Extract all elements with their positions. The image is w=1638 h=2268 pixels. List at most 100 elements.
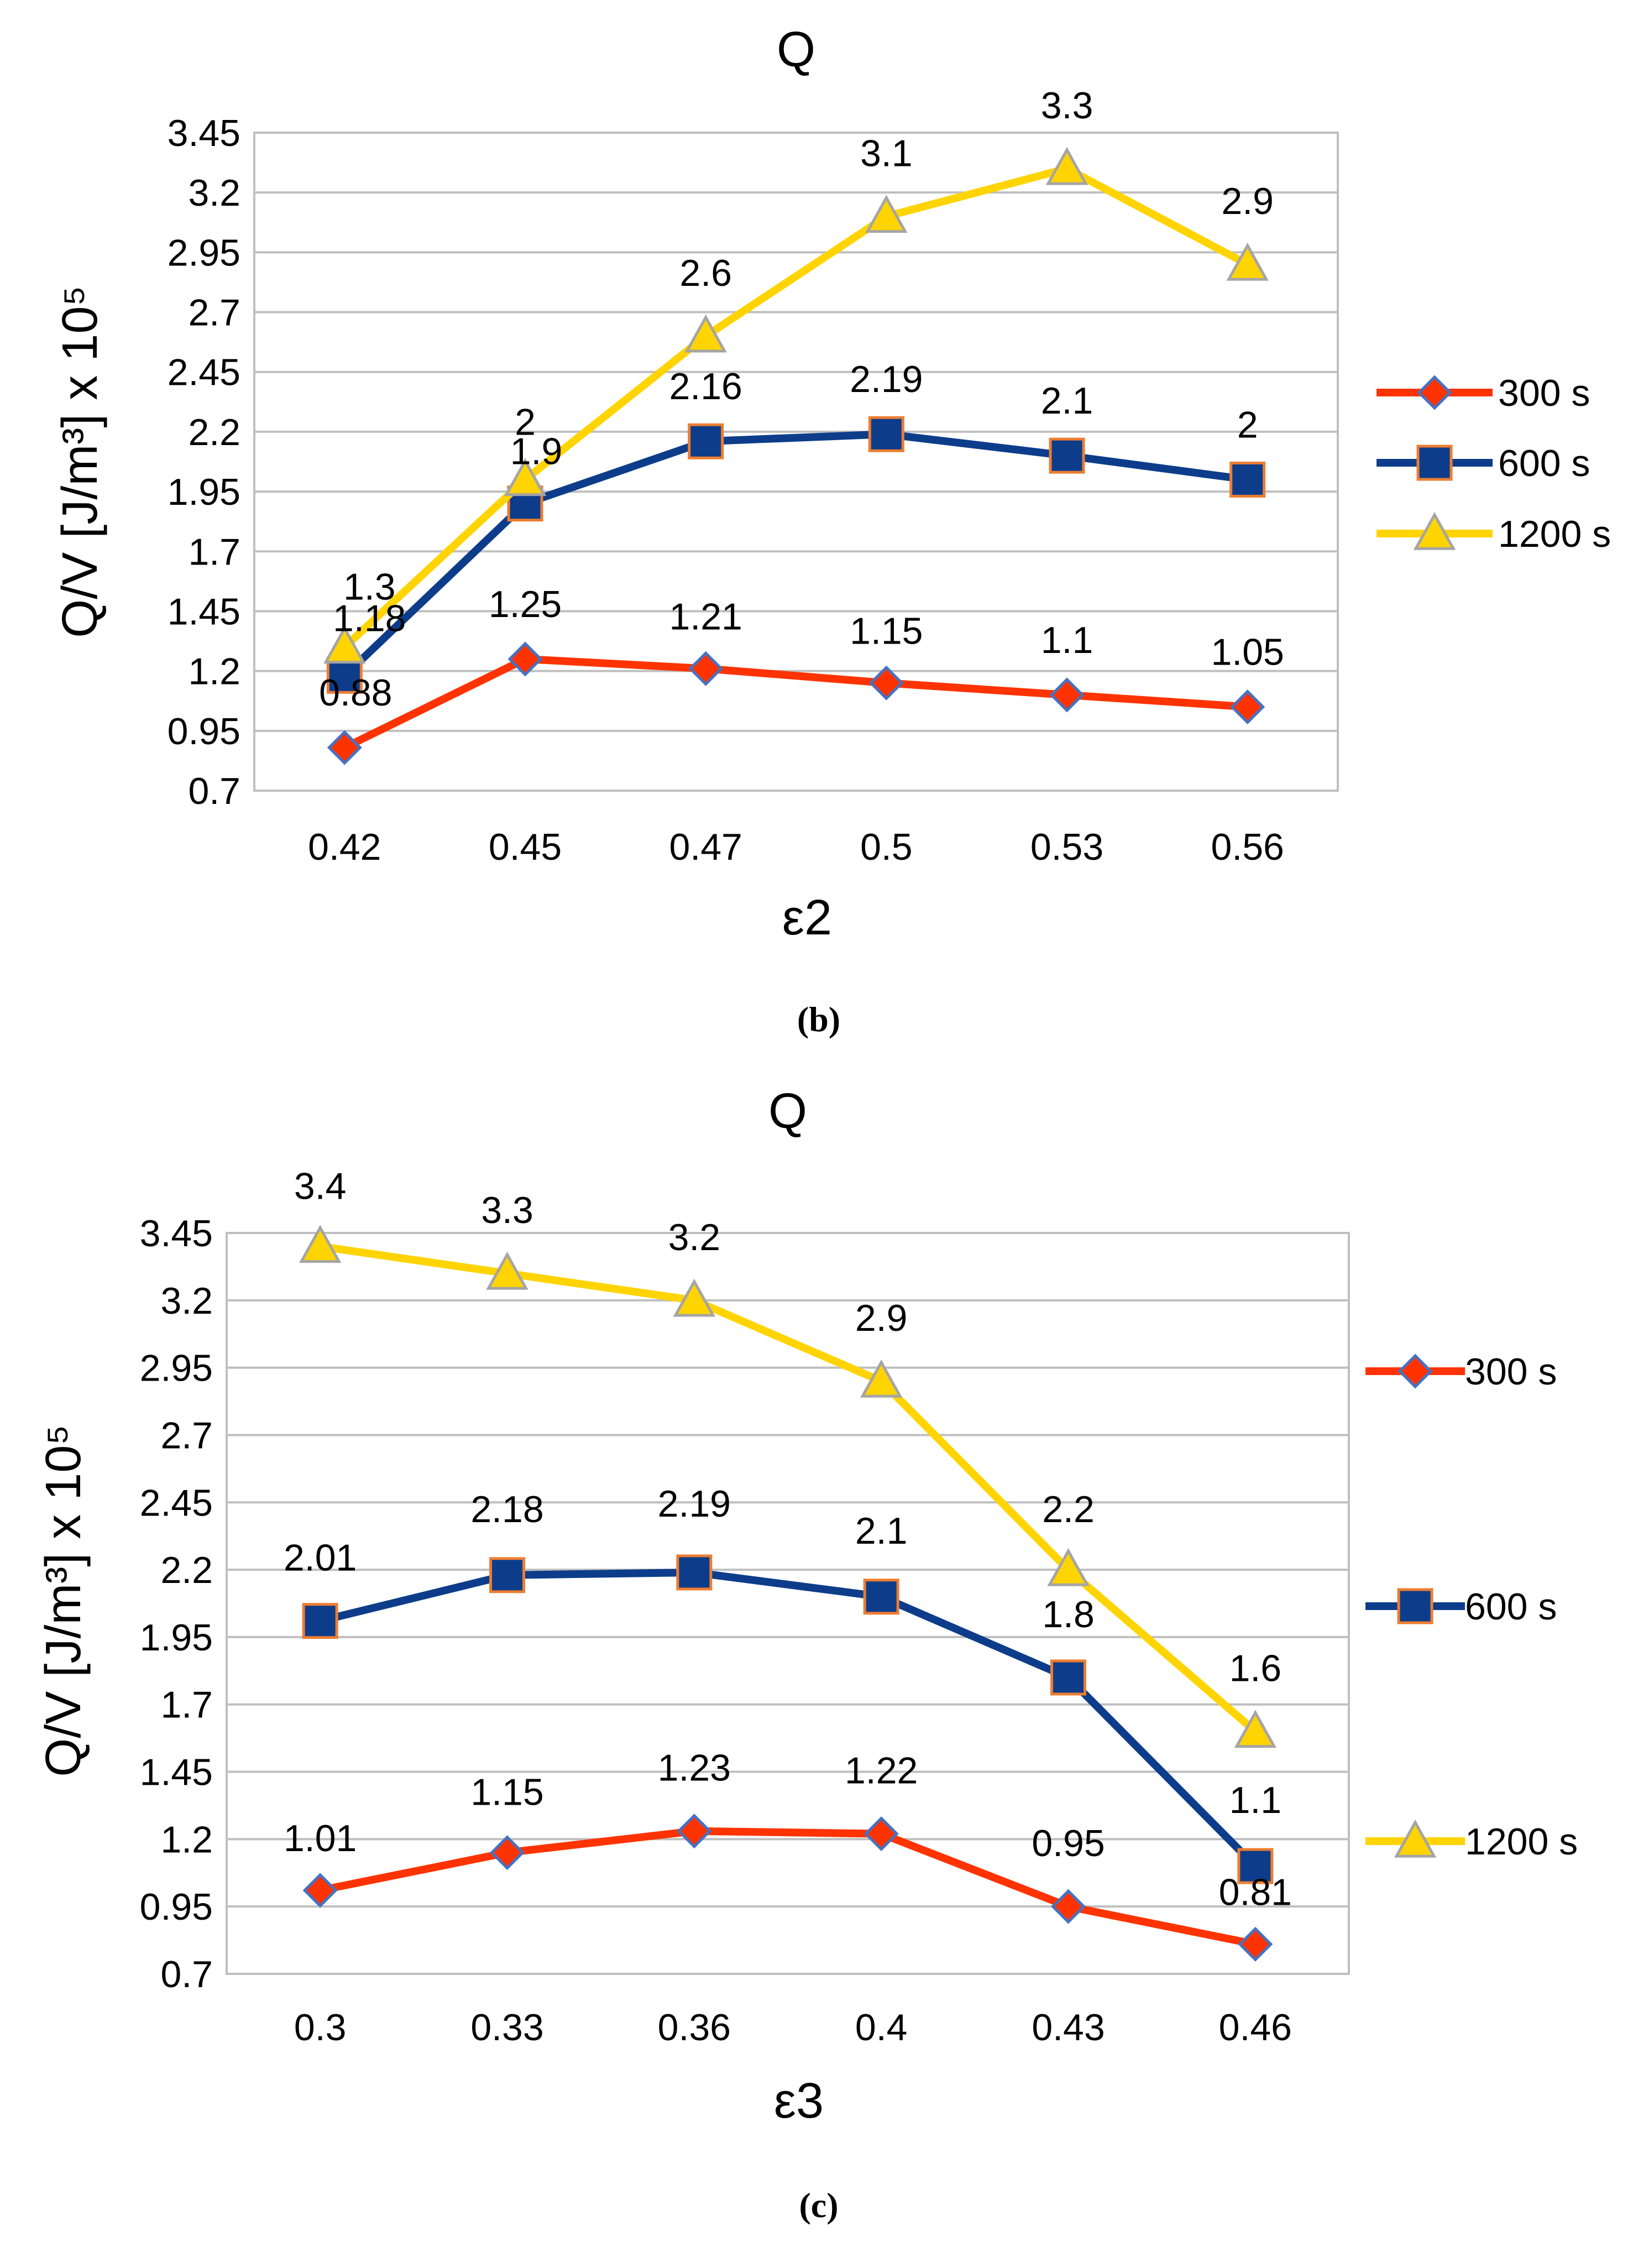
data-label: 2.6 (679, 252, 732, 294)
data-label: 0.95 (1032, 1822, 1105, 1864)
data-point (486, 1251, 528, 1290)
y-axis-title: Q/V [J/m³] x 10⁵ (36, 1424, 91, 1776)
x-tick-label: 0.46 (1219, 2006, 1292, 2048)
data-point (1237, 1848, 1274, 1884)
data-point (688, 423, 724, 459)
data-label: 1.01 (284, 1817, 357, 1859)
data-point (1234, 1710, 1277, 1748)
data-label: 1.05 (1211, 631, 1284, 673)
data-label: 2.1 (855, 1510, 908, 1552)
legend-marker (1398, 1354, 1433, 1389)
chart-panel-c: Q 0.7 0.95 1.2 1.45 1.7 1.95 2.2 2.45 2.7 2.95 3.2 3… (36, 1084, 1578, 2225)
y-tick-label: 3.45 (168, 112, 240, 154)
data-label: 2.16 (669, 365, 742, 407)
legend: 300 s 600 s 1200 s (1377, 372, 1611, 555)
data-point (863, 1579, 899, 1615)
y-tick-label: 2.7 (188, 292, 240, 334)
series-line (342, 430, 1248, 679)
y-tick-label: 1.45 (168, 590, 240, 633)
x-tick-label: 0.33 (470, 2006, 543, 2048)
data-point (326, 657, 363, 694)
chart-title: Q (768, 1084, 807, 1139)
data-label: 2.9 (855, 1297, 908, 1339)
chart-panel-b: Q 0.7 0.95 1.2 1.45 1.7 1.95 2.2 2.45 2.7 2.95 3.2 3… (53, 22, 1611, 1039)
data-label: 2.2 (1042, 1488, 1095, 1530)
data-label: 2.19 (658, 1483, 731, 1525)
data-label: 1.1 (1041, 619, 1093, 661)
plot-frame (253, 132, 1339, 792)
legend-label: 300 s (1498, 372, 1590, 414)
x-axis-title: ε3 (774, 2073, 824, 2129)
data-point (299, 1225, 342, 1263)
data-point (1045, 147, 1088, 185)
data-label: 2.01 (284, 1537, 357, 1579)
legend-label: 300 s (1465, 1351, 1557, 1393)
y-tick-label: 1.45 (140, 1752, 213, 1794)
data-label: 3.1 (860, 132, 913, 174)
series-1200-s (323, 147, 1269, 664)
y-tick-label: 2.95 (168, 232, 240, 274)
y-tick-label: 0.7 (160, 1953, 213, 1995)
data-label: 3.2 (668, 1216, 721, 1258)
series-line (319, 1568, 1258, 1869)
chart-title: Q (777, 22, 815, 77)
y-tick-label: 3.2 (160, 1280, 213, 1322)
x-tick-label: 0.4 (855, 2006, 908, 2048)
data-point (1050, 1659, 1086, 1696)
x-axis-title: ε2 (782, 890, 832, 945)
data-point (673, 1278, 716, 1317)
data-point (865, 195, 908, 233)
series-line (343, 655, 1248, 751)
data-point (1238, 1926, 1273, 1962)
data-point (1049, 437, 1085, 474)
data-point (1230, 689, 1265, 725)
legend-item: 600 s (1365, 1586, 1557, 1628)
y-tick-label: 2.2 (160, 1549, 213, 1591)
plot-frame (226, 1232, 1350, 1975)
series-line (319, 1827, 1257, 1948)
x-tick-label: 0.53 (1030, 826, 1103, 868)
legend-marker (1413, 511, 1456, 550)
data-point (868, 416, 904, 452)
data-point (864, 1816, 899, 1852)
y-tick-label: 1.95 (168, 471, 240, 513)
x-tick-label: 0.36 (658, 2006, 731, 2048)
data-label: 1.8 (1042, 1593, 1095, 1635)
data-point (507, 641, 543, 677)
x-tick-label: 0.47 (669, 826, 742, 868)
legend-label: 1200 s (1465, 1821, 1578, 1863)
y-tick-label: 2.2 (188, 411, 240, 453)
series-line (342, 164, 1249, 650)
y-tick-label: 2.45 (168, 352, 240, 394)
data-point (489, 1557, 525, 1593)
x-tick-label: 0.56 (1211, 826, 1284, 868)
legend-item: 300 s (1377, 372, 1590, 414)
data-label: 1.15 (850, 610, 923, 652)
data-label: 2.9 (1221, 180, 1274, 222)
data-point (688, 651, 724, 686)
series-300-s (327, 641, 1265, 765)
y-axis-title: Q/V [J/m³] x 10⁵ (53, 285, 108, 637)
data-label: 3.3 (1041, 85, 1093, 127)
data-label: 1.21 (669, 595, 742, 637)
legend-item: 1200 s (1377, 511, 1611, 555)
y-tick-label: 3.45 (140, 1213, 213, 1255)
y-tick-label: 1.2 (188, 651, 240, 693)
data-point (504, 458, 547, 497)
data-label: 1.6 (1229, 1647, 1282, 1689)
data-label: 1.15 (470, 1771, 543, 1814)
figure-caption: (c) (799, 2186, 838, 2225)
data-label: 1.18 (333, 597, 406, 639)
data-label: 1.23 (658, 1747, 731, 1789)
data-point (302, 1603, 338, 1639)
legend-label: 600 s (1498, 442, 1590, 484)
figure-caption: (b) (797, 1000, 840, 1039)
data-point (1226, 242, 1269, 281)
legend-label: 600 s (1465, 1586, 1557, 1628)
x-tick-label: 0.42 (308, 826, 381, 868)
series-300-s (302, 1814, 1273, 1962)
legend-marker (1416, 445, 1453, 481)
data-label: 1.3 (343, 566, 396, 608)
data-point (1229, 461, 1266, 498)
y-tick-label: 1.95 (140, 1617, 213, 1659)
